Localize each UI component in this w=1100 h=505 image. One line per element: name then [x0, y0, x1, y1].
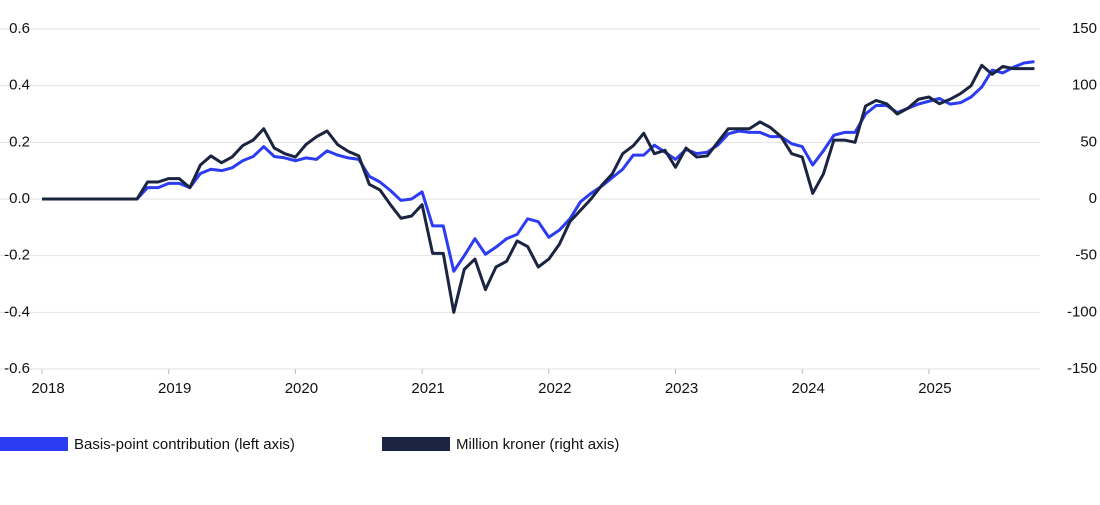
legend-swatch: [0, 437, 68, 451]
y2-tick-label: 50: [1080, 133, 1097, 150]
y2-tick-label: -100: [1067, 303, 1097, 320]
y-tick-label: -0.2: [4, 247, 30, 264]
x-tick-label: 2025: [918, 380, 951, 397]
x-tick-label: 2024: [792, 380, 825, 397]
y2-tick-label: -50: [1075, 247, 1097, 264]
y-tick-label: -0.6: [4, 360, 30, 377]
x-tick-label: 2022: [538, 380, 571, 397]
y2-tick-label: 150: [1072, 20, 1097, 37]
y-tick-label: 0.2: [9, 133, 30, 150]
x-tick-label: 2020: [285, 380, 318, 397]
y-tick-label: -0.4: [4, 303, 30, 320]
legend-swatch: [382, 437, 450, 451]
x-tick-label: 2019: [158, 380, 191, 397]
y2-tick-label: 0: [1089, 190, 1097, 207]
y2-tick-label: 100: [1072, 77, 1097, 94]
x-tick-label: 2021: [411, 380, 444, 397]
y-tick-label: 0.0: [9, 190, 30, 207]
y-tick-label: 0.4: [9, 77, 30, 94]
data-line: [42, 60, 1035, 273]
data-line: [42, 63, 1035, 314]
y2-tick-label: -150: [1067, 360, 1097, 377]
y-tick-label: 0.6: [9, 20, 30, 37]
x-tick-label: 2018: [31, 380, 64, 397]
legend-label: Million kroner (right axis): [456, 436, 619, 453]
x-tick-label: 2023: [665, 380, 698, 397]
legend-label: Basis-point contribution (left axis): [74, 436, 295, 453]
